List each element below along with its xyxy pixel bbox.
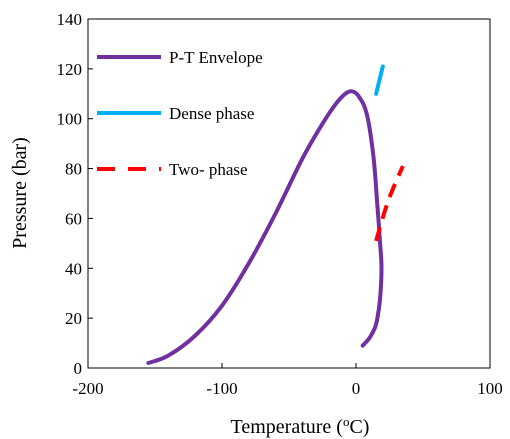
- y-tick-label: 120: [57, 60, 83, 79]
- legend-label-p-t-envelope: P-T Envelope: [169, 48, 263, 67]
- y-tick-label: 40: [65, 259, 82, 278]
- series-line-dense-phase: [374, 64, 385, 96]
- y-tick-label: 0: [74, 359, 83, 378]
- x-tick-label: -100: [206, 379, 237, 398]
- legend-label-dense-phase: Dense phase: [169, 104, 254, 123]
- y-tick-label: 60: [65, 209, 82, 228]
- x-axis-title: Temperature (oC): [231, 414, 370, 439]
- y-tick-label: 80: [65, 160, 82, 179]
- y-tick-label: 100: [57, 110, 83, 129]
- x-tick-label: 100: [477, 379, 503, 398]
- axes: 0 20 40 60 80 100 120 140 -200 -100 0 100: [57, 10, 503, 398]
- plot-frame: [87, 18, 491, 369]
- y-tick-label: 140: [57, 10, 83, 29]
- y-axis-title: Pressure (bar): [9, 137, 31, 249]
- x-tick-label: 0: [352, 379, 361, 398]
- series-line-two-phase: [374, 165, 405, 242]
- x-tick-label: -200: [72, 379, 103, 398]
- legend-label-two-phase: Two- phase: [169, 160, 248, 179]
- series-line-p-t-envelope: [146, 89, 384, 365]
- plot-group: [146, 64, 405, 365]
- legend: P-T Envelope Dense phase Two- phase: [97, 48, 263, 179]
- y-tick-label: 20: [65, 309, 82, 328]
